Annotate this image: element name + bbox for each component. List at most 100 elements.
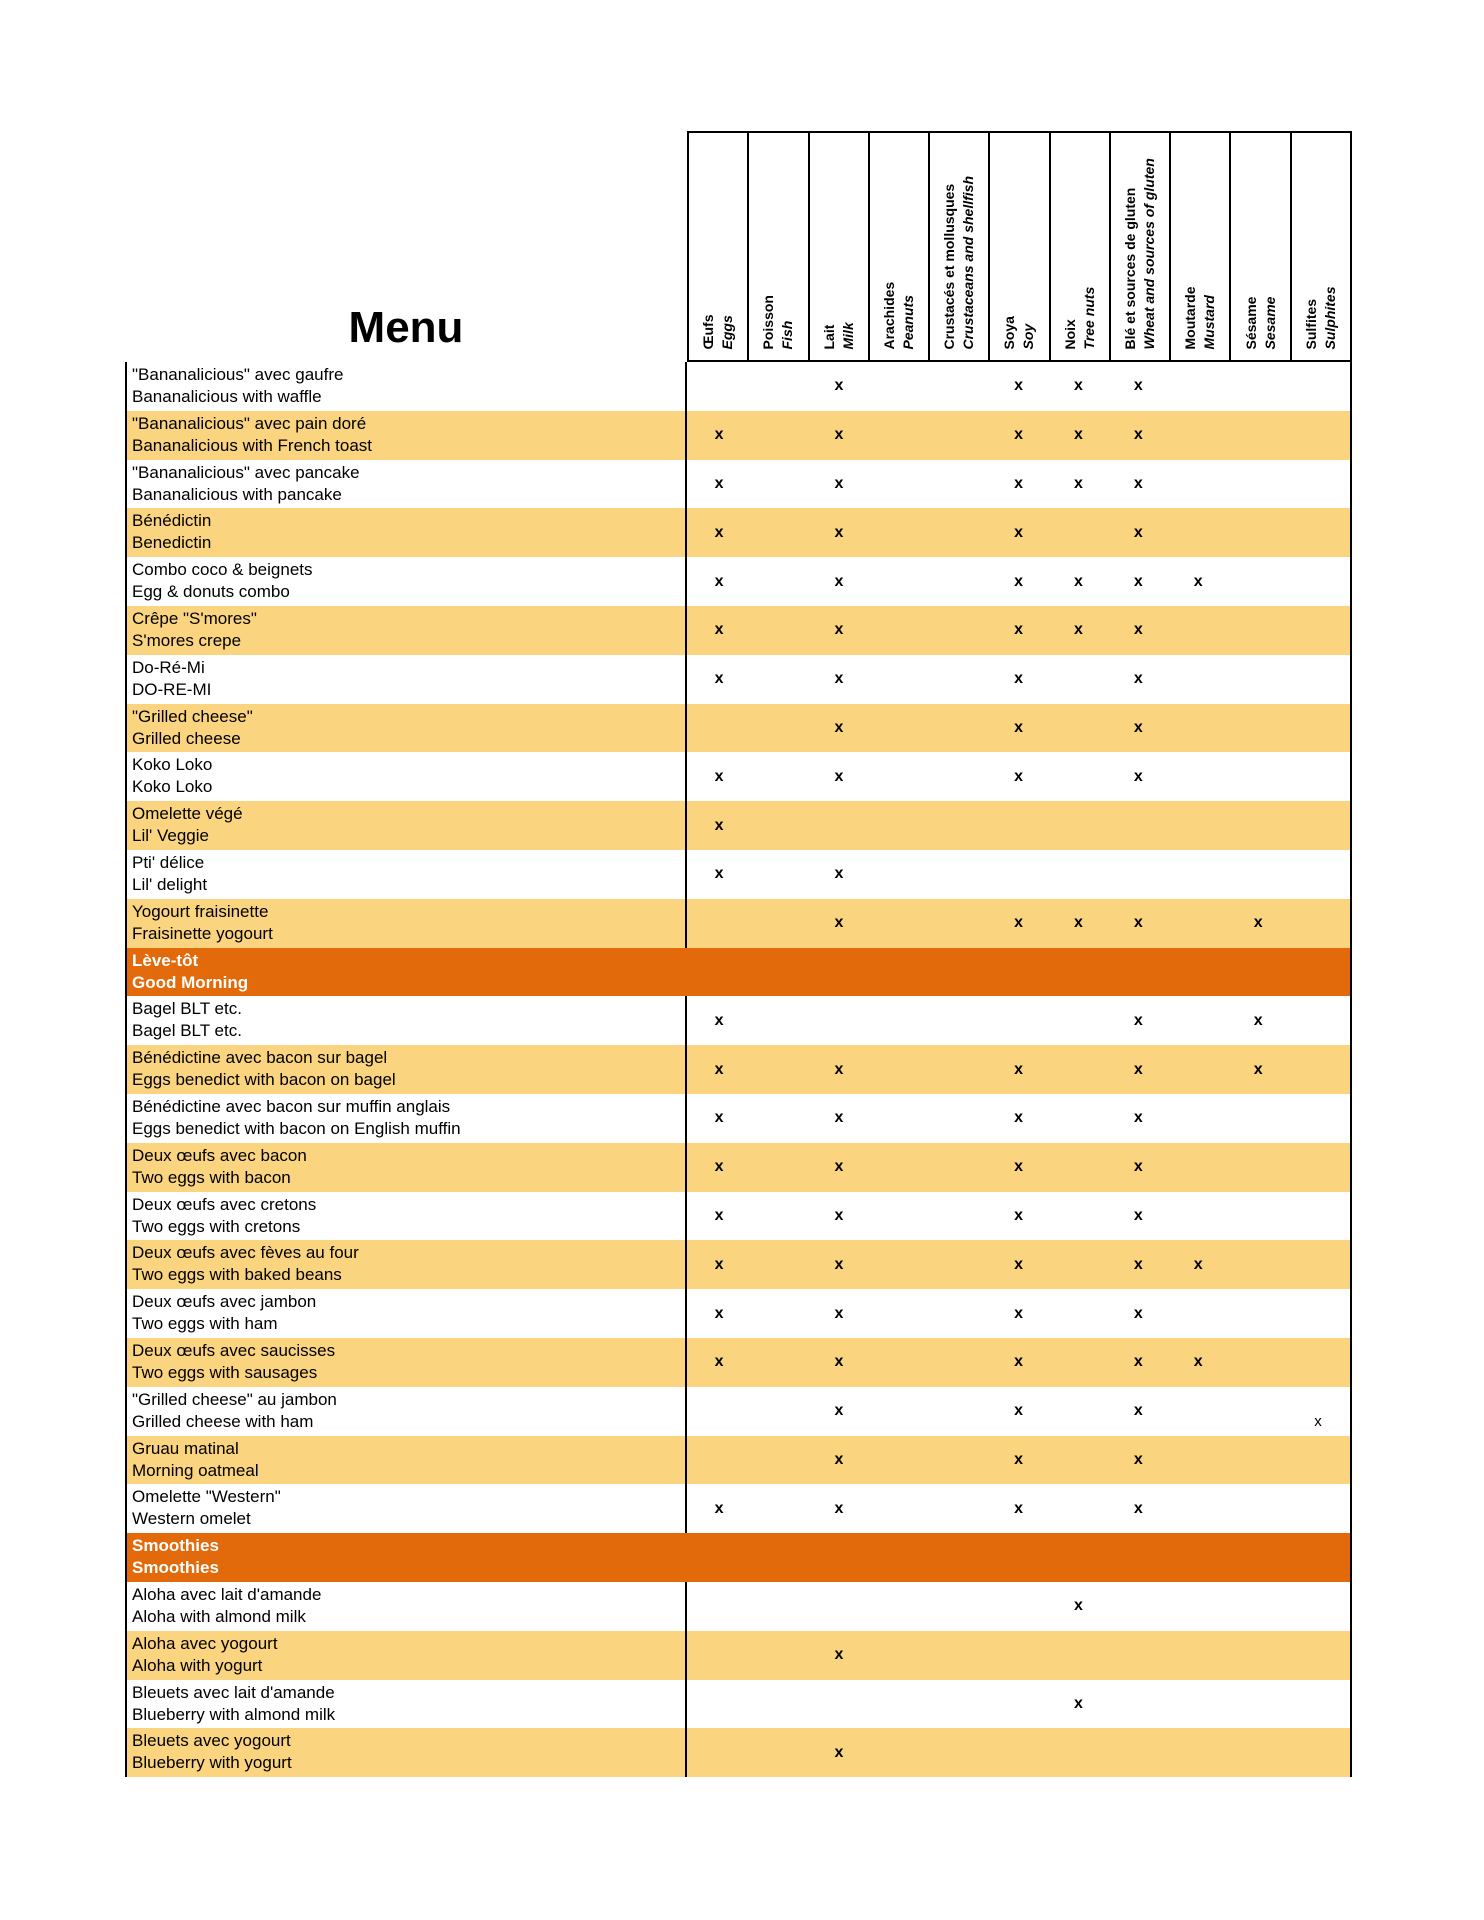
table-row: Bleuets avec lait d'amande Blueberry with… xyxy=(125,1679,1352,1729)
allergen-mark-cell xyxy=(1228,1582,1288,1631)
item-name-cell: Deux œufs avec fèves au four Two eggs wit… xyxy=(127,1240,688,1290)
allergen-x-mark: x xyxy=(834,1743,844,1761)
allergen-mark-cell xyxy=(1288,996,1348,1045)
allergen-x-mark: x xyxy=(834,1499,844,1517)
allergen-mark-cell: x xyxy=(809,1484,869,1533)
item-name-en: Blueberry with almond milk xyxy=(132,1704,336,1724)
allergen-mark-cell: x xyxy=(1108,899,1168,948)
allergen-x-mark: x xyxy=(1074,914,1083,932)
item-name-cell: Bénédictine avec bacon sur bagel Eggs ben… xyxy=(127,1045,688,1094)
table-row: Bénédictine avec bacon sur bagel Eggs ben… xyxy=(125,1045,1352,1094)
allergen-mark-cell xyxy=(989,850,1049,899)
item-name-cell: Combo coco & beignets Egg & donuts combo xyxy=(127,557,688,606)
allergen-x-mark: x xyxy=(714,767,724,785)
allergen-x-mark: x xyxy=(1014,1402,1024,1420)
allergen-mark-cell xyxy=(1168,411,1228,460)
item-name-cell: "Bananalicious" avec gaufre Bananalicious… xyxy=(127,362,688,411)
allergen-mark-cell: x xyxy=(1108,1289,1168,1338)
allergen-mark-cell xyxy=(1108,1680,1168,1729)
allergen-name-en: Tree nuts xyxy=(1080,286,1097,349)
allergen-mark-cell xyxy=(929,1289,989,1338)
allergen-mark-cell xyxy=(809,1582,869,1631)
item-name-en: Bagel BLT etc. xyxy=(132,1021,242,1041)
allergen-mark-cell xyxy=(749,1680,809,1729)
allergen-x-mark: x xyxy=(1014,1206,1024,1224)
table-row: Crêpe "S'mores" S'mores crepe x x x x x xyxy=(125,605,1352,655)
allergen-mark-cell xyxy=(869,508,929,557)
allergen-mark-cell xyxy=(869,801,929,850)
allergen-mark-cell xyxy=(929,1338,989,1387)
allergen-name-en: Wheat and sources of gluten xyxy=(1140,157,1157,349)
item-name-en: Two eggs with ham xyxy=(132,1314,278,1334)
allergen-mark-cell xyxy=(749,606,809,655)
item-name-fr: "Grilled cheese" xyxy=(132,706,253,726)
allergen-mark-cell xyxy=(1288,1338,1348,1387)
allergen-mark-cell: x xyxy=(989,508,1049,557)
allergen-mark-cell xyxy=(749,1045,809,1094)
allergen-mark-cell xyxy=(1288,704,1348,753)
table-row: Deux œufs avec fèves au four Two eggs wit… xyxy=(125,1240,1352,1290)
allergen-mark-cell xyxy=(1228,1192,1288,1241)
table-row: Bénédictin Benedictin x x x x xyxy=(125,508,1352,558)
table-row: "Grilled cheese" Grilled cheese x x x xyxy=(125,703,1352,753)
allergen-mark-cell xyxy=(929,850,989,899)
item-name-en: Western omelet xyxy=(132,1509,251,1529)
allergen-x-mark: x xyxy=(1133,426,1143,444)
allergen-mark-cell: x xyxy=(1049,557,1109,606)
allergen-name-fr: Blé et sources de gluten xyxy=(1121,187,1138,349)
allergen-name-fr: Œufs xyxy=(700,314,717,349)
allergen-mark-cell xyxy=(869,1045,929,1094)
allergen-mark-cell: x xyxy=(1108,508,1168,557)
allergen-mark-cell: x xyxy=(989,1436,1049,1485)
item-name-fr: "Bananalicious" avec pain doré xyxy=(132,413,367,433)
allergen-x-mark: x xyxy=(834,1206,844,1224)
allergen-mark-cell: x xyxy=(989,899,1049,948)
item-name-cell: Bénédictin Benedictin xyxy=(127,508,688,558)
allergen-x-mark: x xyxy=(1014,426,1024,444)
allergen-mark-cell: x xyxy=(989,655,1049,704)
item-name-en: Bananalicious with waffle xyxy=(132,387,322,406)
allergen-mark-cell xyxy=(869,1387,929,1436)
allergen-mark-cell: x xyxy=(1049,1680,1109,1729)
allergen-mark-cell: x xyxy=(689,1240,749,1289)
allergen-mark-cell: x xyxy=(689,655,749,704)
allergen-mark-cell xyxy=(1228,1094,1288,1143)
allergen-mark-cell xyxy=(1288,411,1348,460)
allergen-mark-cell xyxy=(749,1289,809,1338)
allergen-x-mark: x xyxy=(834,426,844,444)
allergen-x-mark: x xyxy=(834,474,844,492)
allergen-x-mark: x xyxy=(714,1255,724,1273)
item-name-cell: Aloha avec yogourt Aloha with yogurt xyxy=(127,1630,688,1680)
allergen-mark-cell: x xyxy=(809,606,869,655)
item-name-fr: Pti' délice xyxy=(132,852,205,872)
allergen-x-mark: x xyxy=(1014,670,1024,688)
allergen-marks: x xyxy=(687,1582,1350,1631)
allergen-mark-cell: x xyxy=(689,460,749,509)
allergen-column-header: Noix Tree nuts xyxy=(1048,133,1109,360)
table-row: Omelette "Western" Western omelet x x x x xyxy=(125,1484,1352,1534)
allergen-x-mark: x xyxy=(714,670,724,688)
allergen-mark-cell xyxy=(749,850,809,899)
allergen-mark-cell: x xyxy=(809,1045,869,1094)
item-name-cell: Do-Ré-Mi DO-RE-MI xyxy=(127,654,688,704)
allergen-x-mark: x xyxy=(714,1158,724,1176)
allergen-mark-cell xyxy=(1108,1582,1168,1631)
allergen-mark-cell xyxy=(1288,1484,1348,1533)
allergen-x-mark: x xyxy=(1133,377,1143,395)
allergen-x-mark: x xyxy=(1133,718,1143,736)
allergen-x-mark: x xyxy=(714,474,724,492)
allergen-mark-cell xyxy=(929,411,989,460)
item-name-en: Lil' delight xyxy=(132,874,208,894)
allergen-name-en: Peanuts xyxy=(899,294,916,349)
item-name-en: Grilled cheese with ham xyxy=(132,1411,314,1431)
allergen-name-fr: Moutarde xyxy=(1182,286,1199,349)
allergen-mark-cell xyxy=(1168,1680,1228,1729)
allergen-x-mark: x xyxy=(714,1206,724,1224)
allergen-mark-cell xyxy=(869,606,929,655)
allergen-mark-cell: x xyxy=(1168,557,1228,606)
allergen-mark-cell xyxy=(1108,1631,1168,1680)
item-name-en: Two eggs with sausages xyxy=(132,1362,318,1382)
